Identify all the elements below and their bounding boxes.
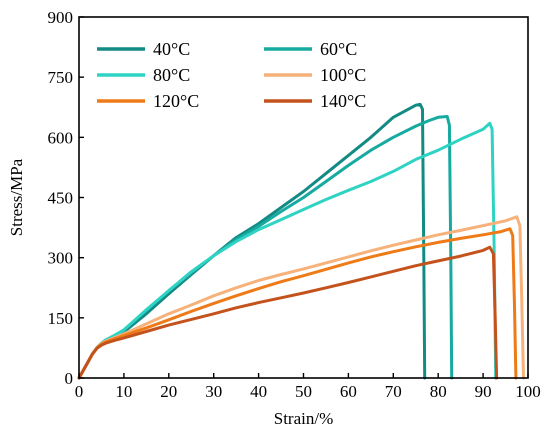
x-tick-label: 70 [385, 382, 402, 401]
legend-label: 140°C [320, 91, 366, 111]
legend-label: 80°C [153, 65, 190, 85]
y-tick-label: 600 [48, 128, 74, 147]
y-tick-label: 0 [65, 369, 74, 388]
x-tick-label: 40 [250, 382, 267, 401]
x-tick-label: 50 [295, 382, 312, 401]
x-tick-label: 10 [115, 382, 132, 401]
series-line-3 [77, 215, 525, 380]
x-tick-label: 0 [75, 382, 84, 401]
x-tick-label: 80 [430, 382, 447, 401]
y-tick-label: 300 [48, 249, 74, 268]
y-tick-label: 150 [48, 309, 74, 328]
x-tick-label: 30 [205, 382, 222, 401]
x-axis-title: Strain/% [274, 409, 334, 428]
x-tick-label: 60 [340, 382, 357, 401]
y-tick-label: 450 [48, 189, 74, 208]
plot-lines [77, 102, 525, 380]
legend-label: 100°C [320, 65, 366, 85]
series-line-1 [77, 115, 454, 380]
x-tick-label: 90 [475, 382, 492, 401]
legend-label: 40°C [153, 39, 190, 59]
legend-label: 120°C [153, 91, 199, 111]
y-tick-label: 900 [48, 8, 74, 27]
y-tick-label: 750 [48, 68, 74, 87]
series-line-2 [77, 121, 498, 380]
x-tick-label: 20 [160, 382, 177, 401]
y-axis: 0 150 300 450 600 750 900 [48, 8, 84, 388]
x-tick-label: 100 [515, 382, 541, 401]
x-axis: 0 10 20 30 40 50 60 70 80 90 100 [75, 373, 541, 401]
legend-label: 60°C [320, 39, 357, 59]
y-axis-title: Stress/MPa [7, 158, 26, 236]
legend: 40°C 60°C 80°C 100°C 120°C 140°C [97, 39, 366, 111]
series-line-5 [77, 245, 499, 380]
